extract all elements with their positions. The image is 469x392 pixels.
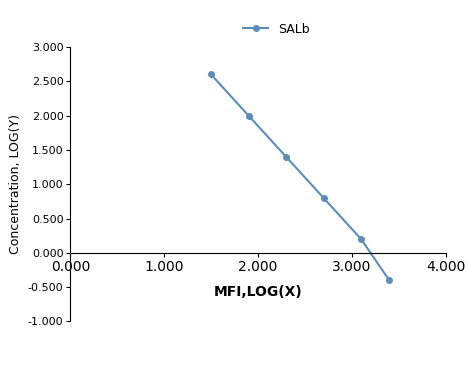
SALb <box>358 237 364 241</box>
X-axis label: MFI,LOG(X): MFI,LOG(X) <box>213 285 303 299</box>
SALb <box>386 278 392 283</box>
SALb <box>321 196 326 200</box>
Line: SALb: SALb <box>208 72 392 283</box>
Legend: SALb: SALb <box>238 18 315 41</box>
SALb <box>246 113 251 118</box>
SALb <box>283 154 289 159</box>
Y-axis label: Concentration, LOG(Y): Concentration, LOG(Y) <box>9 114 22 254</box>
SALb <box>208 72 214 77</box>
